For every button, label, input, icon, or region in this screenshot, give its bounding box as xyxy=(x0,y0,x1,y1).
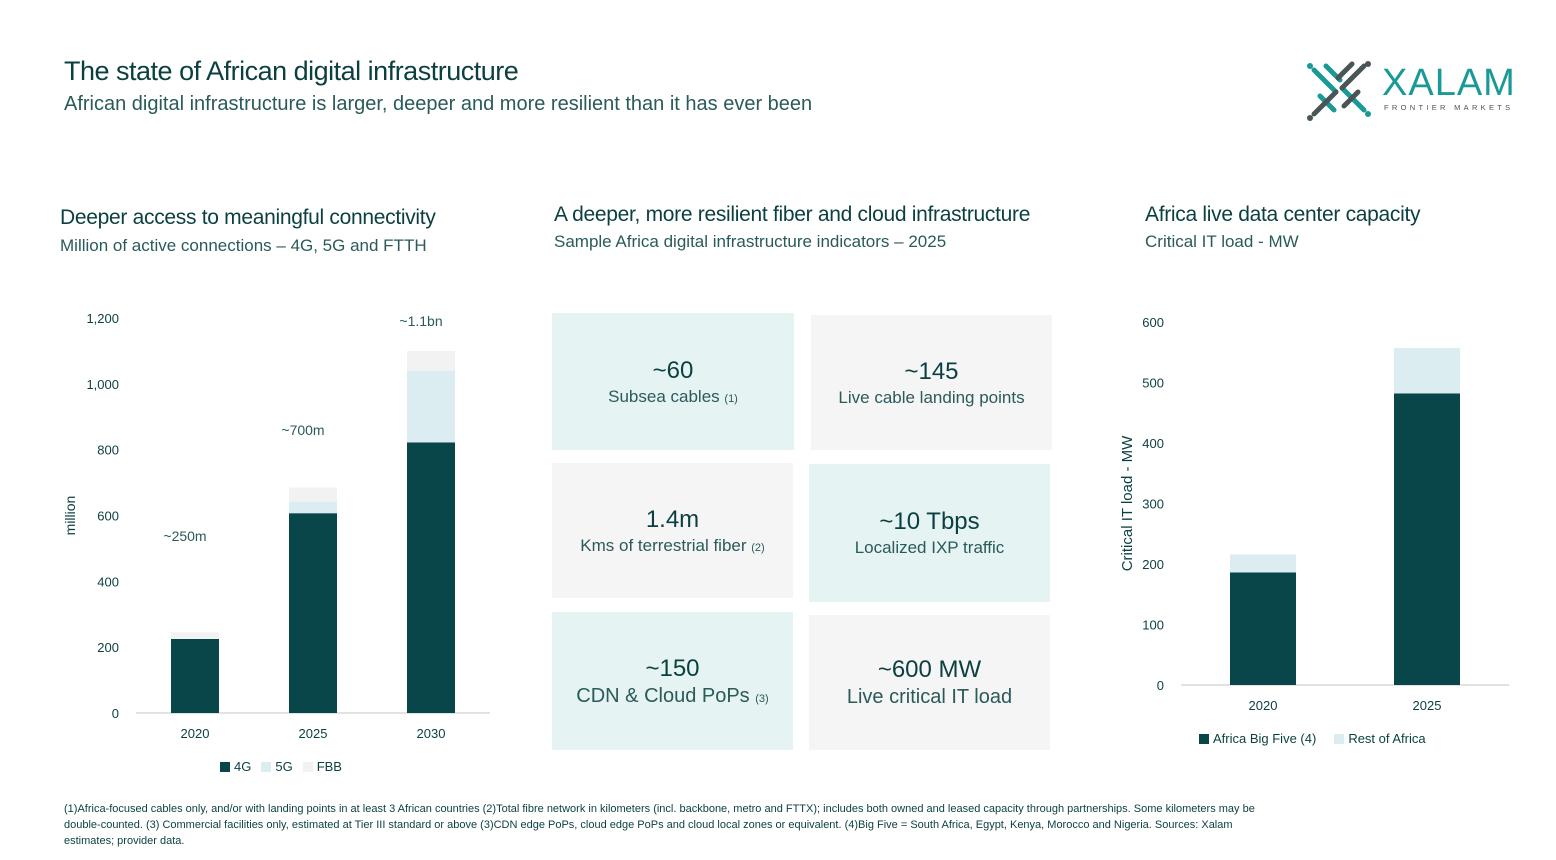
tile-value: ~145 xyxy=(904,357,959,385)
tile-label: Kms of terrestrial fiber (2) xyxy=(580,536,764,556)
page-title: The state of African digital infrastruct… xyxy=(64,56,519,86)
legend-item-rest: Rest of Africa xyxy=(1334,731,1426,746)
legend-item-4g: 4G xyxy=(220,759,251,774)
left-section-subtitle: Million of active connections – 4G, 5G a… xyxy=(60,236,427,255)
tile-footnote-ref: (2) xyxy=(751,541,765,554)
tile-value: ~60 xyxy=(652,356,694,384)
y-tick-label: 300 xyxy=(1142,497,1164,512)
legend-label: FBB xyxy=(316,759,342,774)
bar-segment-4g xyxy=(171,638,219,713)
y-axis-label: Critical IT load - MW xyxy=(1119,435,1136,571)
xalam-logo-icon xyxy=(1307,61,1371,121)
tile-label-text: CDN & Cloud PoPs xyxy=(576,684,750,707)
tile-label-text: Subsea cables xyxy=(608,386,720,406)
y-tick-label: 500 xyxy=(1142,376,1164,391)
bar-segment-5g xyxy=(407,370,455,443)
bar-segment-rest-of-africa xyxy=(1394,348,1460,394)
x-tick-label: 2025 xyxy=(1413,698,1442,713)
tile-label-text: Live critical IT load xyxy=(846,686,1013,708)
datacenter-legend: Africa Big Five (4) Rest of Africa xyxy=(1199,731,1426,746)
legend-item-fbb: FBB xyxy=(302,759,342,774)
bar-segment-fbb xyxy=(407,350,455,371)
y-tick-label: 0 xyxy=(1157,678,1164,693)
y-tick-label: 0 xyxy=(112,706,119,721)
tile-label-text: Live cable landing points xyxy=(838,387,1025,407)
x-tick-label: 2020 xyxy=(1249,698,1278,713)
indicator-tile: ~10 Tbps Localized IXP traffic xyxy=(809,464,1050,602)
middle-section-subtitle: Sample Africa digital infrastructure ind… xyxy=(554,232,947,251)
bar-segment-rest-of-africa xyxy=(1230,554,1296,573)
tile-footnote-ref: (3) xyxy=(755,692,769,705)
y-axis-label: million xyxy=(62,496,78,536)
right-section-subtitle: Critical IT load - MW xyxy=(1145,232,1299,251)
tile-label: Live cable landing points xyxy=(838,388,1024,408)
logo-wordmark: XALAM xyxy=(1382,62,1516,104)
bar-segment-africa-big-five-4- xyxy=(1394,393,1460,685)
bar-segment-5g xyxy=(289,501,337,514)
x-tick-label: 2025 xyxy=(299,726,328,741)
indicator-tile: ~145 Live cable landing points xyxy=(811,315,1052,450)
y-tick-label: 200 xyxy=(1142,557,1164,572)
x-tick-label: 2030 xyxy=(417,726,446,741)
tile-label: Localized IXP traffic xyxy=(855,538,1005,558)
tile-value: 1.4m xyxy=(645,505,700,533)
page-subtitle: African digital infrastructure is larger… xyxy=(64,93,813,115)
indicator-tile: ~150 CDN & Cloud PoPs (3) xyxy=(552,612,793,750)
xalam-logo: XALAM FRONTIER MARKETS xyxy=(1306,56,1521,126)
total-annotation: ~250m xyxy=(163,528,206,544)
y-tick-label: 600 xyxy=(97,509,119,524)
legend-label: 5G xyxy=(275,759,293,774)
y-tick-label: 600 xyxy=(1142,315,1164,330)
legend-item-5g: 5G xyxy=(261,759,293,774)
logo-tagline: FRONTIER MARKETS xyxy=(1384,103,1514,112)
tile-value: ~600 MW xyxy=(877,656,982,683)
indicator-tile: 1.4m Kms of terrestrial fiber (2) xyxy=(552,463,793,598)
bar-segment-fbb xyxy=(289,487,337,502)
y-tick-label: 1,200 xyxy=(86,311,119,326)
tile-label: CDN & Cloud PoPs (3) xyxy=(576,685,768,708)
tile-label: Live critical IT load xyxy=(847,686,1012,709)
total-annotation: ~1.1bn xyxy=(399,313,442,329)
y-tick-label: 800 xyxy=(97,443,119,458)
left-section-title: Deeper access to meaningful connectivity xyxy=(60,206,436,229)
tile-footnote-ref: (1) xyxy=(724,392,738,405)
y-tick-label: 100 xyxy=(1142,618,1164,633)
bar-segment-africa-big-five-4- xyxy=(1230,572,1296,685)
legend-label: Africa Big Five (4) xyxy=(1213,731,1317,746)
y-tick-label: 400 xyxy=(1142,436,1164,451)
legend-item-big-five: Africa Big Five (4) xyxy=(1199,731,1316,746)
bar-segment-fbb xyxy=(171,632,219,639)
y-tick-label: 1,000 xyxy=(86,377,119,392)
middle-section-title: A deeper, more resilient fiber and cloud… xyxy=(554,203,1031,226)
footnote: (1)Africa-focused cables only, and/or wi… xyxy=(64,803,1255,847)
right-section-title: Africa live data center capacity xyxy=(1145,203,1421,226)
indicator-tile: ~60 Subsea cables (1) xyxy=(552,313,794,450)
x-tick-label: 2020 xyxy=(181,726,210,741)
indicator-tile: ~600 MW Live critical IT load xyxy=(809,615,1050,750)
bar-segment-4g xyxy=(289,513,337,713)
legend-label: 4G xyxy=(234,759,252,774)
y-tick-label: 400 xyxy=(97,574,119,589)
y-tick-label: 200 xyxy=(97,640,119,655)
legend-label: Rest of Africa xyxy=(1348,731,1426,746)
tile-label: Subsea cables (1) xyxy=(608,387,738,407)
tile-value: ~150 xyxy=(645,654,700,682)
total-annotation: ~700m xyxy=(281,422,324,438)
tile-label-text: Kms of terrestrial fiber xyxy=(580,535,747,555)
connections-legend: 4G 5G FBB xyxy=(220,759,342,774)
tile-value: ~10 Tbps xyxy=(879,508,980,535)
bar-segment-4g xyxy=(407,442,455,713)
tile-label-text: Localized IXP traffic xyxy=(854,538,1005,557)
